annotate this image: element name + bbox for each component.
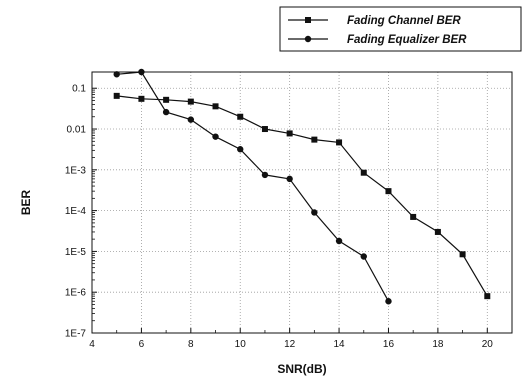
y-tick-label: 1E-3 xyxy=(65,165,87,176)
x-tick-label: 20 xyxy=(482,339,494,350)
data-point-square xyxy=(163,96,170,103)
data-point-circle xyxy=(113,71,120,78)
data-point-square xyxy=(138,95,145,102)
data-point-circle xyxy=(162,108,170,116)
data-point-circle xyxy=(212,133,219,140)
data-point-square xyxy=(410,213,417,220)
x-tick-label: 10 xyxy=(235,339,247,350)
x-tick-label: 4 xyxy=(89,339,95,350)
data-point-square xyxy=(261,126,268,133)
legend-marker-circle xyxy=(304,35,312,43)
x-tick-label: 18 xyxy=(432,339,444,350)
data-point-square xyxy=(187,98,194,105)
data-point-square xyxy=(434,228,441,235)
data-point-square xyxy=(286,130,293,137)
plot-frame xyxy=(91,71,513,334)
legend-label: Fading Channel BER xyxy=(347,15,461,27)
legend-item: Fading Channel BER xyxy=(288,15,461,27)
data-point-circle xyxy=(335,237,343,245)
y-tick-label: 0.01 xyxy=(67,125,87,136)
x-tick-label: 16 xyxy=(383,339,395,350)
y-tick-label: 1E-7 xyxy=(65,329,87,340)
legend-marker-square xyxy=(305,17,311,23)
series-line xyxy=(116,71,390,302)
data-point-square xyxy=(113,92,120,99)
series-fading-equalizer-ber xyxy=(113,68,392,305)
data-point-square xyxy=(212,103,219,110)
y-axis-title: BER xyxy=(19,190,33,216)
data-point-circle xyxy=(286,175,293,183)
series-layer xyxy=(113,68,491,305)
data-point-circle xyxy=(311,209,318,216)
data-point-circle xyxy=(138,68,145,76)
y-tick-label: 1E-6 xyxy=(65,288,87,299)
data-point-circle xyxy=(385,298,392,305)
axis-ticks: 0.1 0.01 1E-3 1E-4 1E-5 1E-6 1E-74 6 8 10 12 14 16 18… xyxy=(65,84,513,350)
y-tick-label: 0.1 xyxy=(72,84,86,95)
legend-item: Fading Equalizer BER xyxy=(288,34,467,46)
data-point-circle xyxy=(360,253,367,260)
series-line xyxy=(116,95,488,297)
x-axis-title: SNR(dB) xyxy=(277,362,326,376)
x-tick-label: 8 xyxy=(188,339,194,350)
legend-box xyxy=(279,6,522,52)
data-point-square xyxy=(385,188,392,195)
data-point-square xyxy=(459,251,466,258)
legend: Fading Channel BER Fading Equalizer BER xyxy=(279,6,522,52)
x-tick-label: 6 xyxy=(139,339,145,350)
legend-label: Fading Equalizer BER xyxy=(347,34,467,46)
data-point-square xyxy=(311,136,318,143)
data-point-circle xyxy=(237,146,244,153)
series-fading-channel-ber xyxy=(113,92,491,300)
data-point-square xyxy=(336,139,343,146)
data-point-circle xyxy=(261,171,269,179)
y-tick-label: 1E-4 xyxy=(65,206,87,217)
data-point-square xyxy=(237,113,244,120)
grid xyxy=(92,72,512,333)
x-tick-label: 14 xyxy=(333,339,345,350)
x-tick-label: 12 xyxy=(284,339,296,350)
y-tick-label: 1E-5 xyxy=(65,247,87,258)
data-point-square xyxy=(484,293,491,300)
data-point-circle xyxy=(187,116,195,123)
data-point-square xyxy=(360,169,367,176)
